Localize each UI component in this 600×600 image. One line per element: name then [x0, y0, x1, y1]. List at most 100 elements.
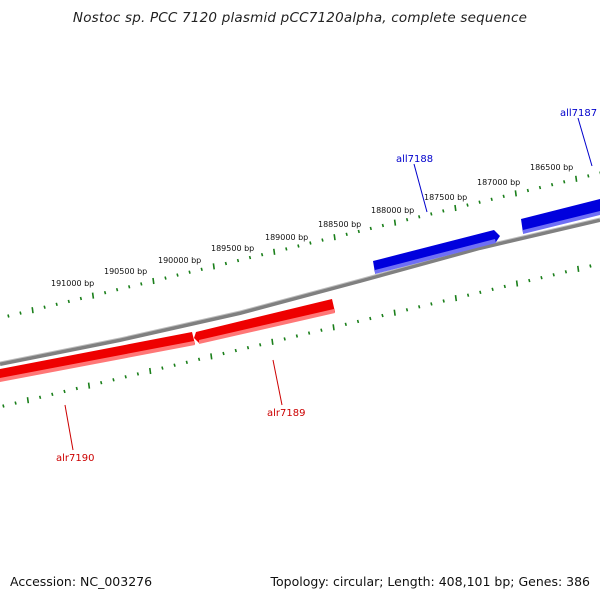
- scale-label: 187000 bp: [477, 178, 520, 187]
- inner-tick: [2, 404, 5, 408]
- gene-label-alr7190[interactable]: alr7190: [56, 453, 94, 464]
- plasmid-backbone: [0, 218, 600, 366]
- outer-tick: [67, 299, 70, 304]
- inner-tick: [51, 392, 54, 397]
- outer-tick: [297, 244, 300, 248]
- outer-tick: [55, 302, 58, 307]
- gene-alr7189[interactable]: [194, 299, 335, 344]
- outer-tick: [502, 194, 505, 199]
- inner-tick: [577, 265, 580, 273]
- outer-tick: [587, 174, 590, 178]
- inner-tick: [589, 264, 592, 268]
- inner-tick: [307, 331, 311, 335]
- scale-label: 190500 bp: [104, 267, 147, 276]
- inner-tick: [418, 305, 421, 309]
- inner-tick: [246, 345, 250, 350]
- outer-tick: [478, 200, 481, 204]
- inner-tick: [161, 366, 164, 370]
- inner-tick: [259, 343, 262, 347]
- gene-all7188[interactable]: [373, 230, 500, 274]
- inner-tick: [87, 382, 91, 389]
- inner-tick: [295, 334, 299, 338]
- outer-tick: [430, 212, 433, 216]
- outer-tick: [333, 234, 336, 241]
- leader-alr7190: [64, 404, 74, 451]
- outer-tick: [369, 226, 372, 231]
- inner-tick: [454, 294, 458, 302]
- gene-label-alr7189[interactable]: alr7189: [267, 408, 305, 419]
- outer-tick: [514, 190, 517, 197]
- inner-tick: [283, 337, 286, 341]
- outer-tick: [526, 188, 530, 193]
- gene-alr7190[interactable]: [0, 332, 195, 382]
- inner-tick: [491, 287, 494, 292]
- outer-tick: [248, 255, 252, 260]
- scale-label: 187500 bp: [424, 193, 467, 202]
- inner-tick: [442, 299, 445, 303]
- outer-tick: [31, 307, 34, 314]
- outer-tick: [321, 238, 324, 242]
- outer-tick: [345, 232, 348, 237]
- inner-tick: [552, 273, 555, 277]
- inner-tick: [564, 270, 568, 274]
- leader-alr7189: [272, 359, 283, 406]
- inner-tick: [528, 278, 531, 283]
- inner-tick: [26, 397, 30, 404]
- scale-label: 186500 bp: [530, 163, 573, 172]
- map-title: Nostoc sp. PCC 7120 plasmid pCC7120alpha…: [72, 10, 528, 26]
- outer-tick: [236, 258, 240, 263]
- outer-tick: [466, 203, 469, 207]
- outer-tick: [490, 197, 493, 202]
- outer-tick: [357, 229, 360, 234]
- inner-tick: [234, 348, 237, 353]
- scale-label: 191000 bp: [51, 279, 94, 288]
- outer-tick: [7, 314, 10, 318]
- outer-tick: [188, 270, 191, 274]
- scale-label: 190000 bp: [158, 256, 201, 265]
- inner-tick: [344, 322, 347, 327]
- outer-tick: [563, 180, 566, 184]
- gene-all7187[interactable]: [521, 199, 600, 234]
- outer-tick: [405, 217, 409, 222]
- outer-tick: [285, 247, 288, 251]
- outer-tick: [176, 273, 179, 277]
- inner-tick: [222, 351, 225, 356]
- inner-tick: [197, 357, 201, 362]
- inner-tick: [466, 293, 470, 297]
- inner-tick: [149, 367, 152, 375]
- inner-tick: [173, 363, 176, 367]
- outer-tick: [418, 215, 421, 219]
- outer-tick: [309, 241, 312, 245]
- inner-tick: [100, 380, 103, 385]
- gene-label-all7188[interactable]: all7188: [396, 154, 433, 165]
- outer-tick: [260, 252, 264, 257]
- outer-tick: [103, 290, 107, 295]
- scale-labels: 191000 bp 190500 bp 190000 bp 189500 bp 1890…: [51, 163, 573, 288]
- gene-label-all7187[interactable]: all7187: [560, 108, 597, 119]
- inner-tick: [271, 338, 274, 345]
- inner-tick: [369, 316, 372, 321]
- inner-tick: [479, 290, 482, 295]
- inner-tick: [75, 386, 78, 391]
- outer-tick: [381, 223, 385, 228]
- summary-text: Topology: circular; Length: 408,101 bp; …: [270, 574, 591, 589]
- inner-tick: [136, 372, 140, 376]
- outer-tick: [128, 285, 131, 289]
- inner-tick: [540, 275, 543, 280]
- inner-tick: [381, 313, 384, 318]
- inner-tick: [393, 309, 396, 316]
- inner-tick: [38, 395, 42, 400]
- outer-tick: [550, 182, 554, 187]
- outer-tick: [442, 209, 445, 213]
- scale-label: 188500 bp: [318, 220, 361, 229]
- outer-tick: [212, 263, 215, 270]
- inner-tick: [405, 308, 409, 312]
- inner-tick: [320, 328, 323, 332]
- outer-tick: [140, 282, 143, 286]
- inner-tick: [185, 360, 188, 365]
- outer-tick: [91, 292, 95, 299]
- scale-label: 188000 bp: [371, 206, 414, 215]
- outer-tick: [115, 287, 119, 292]
